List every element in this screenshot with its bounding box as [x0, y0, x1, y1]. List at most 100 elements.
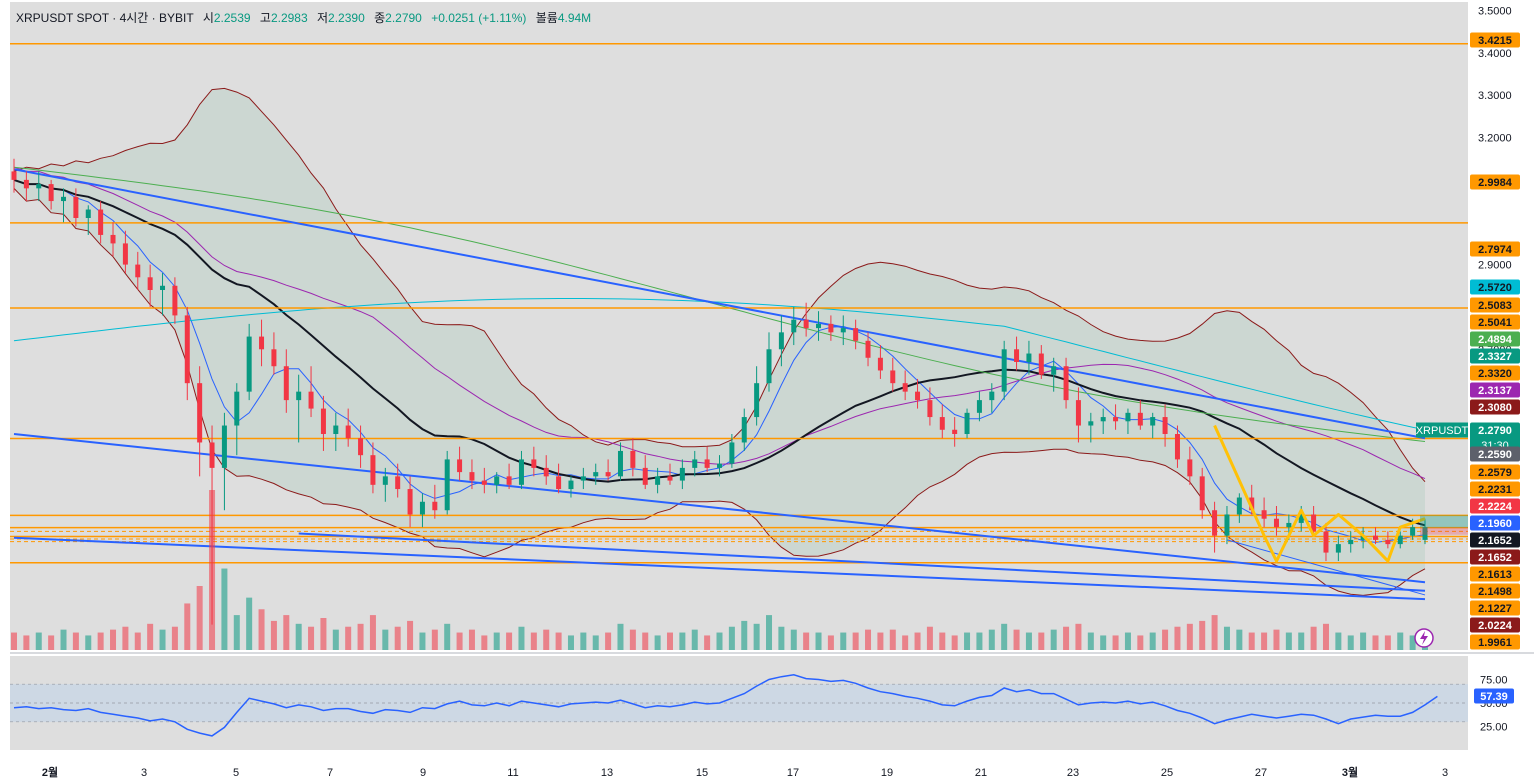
price-label: 2.0224	[1478, 620, 1513, 632]
candle-body	[927, 400, 933, 418]
volume-bar	[345, 626, 352, 650]
volume-bar	[431, 629, 438, 650]
yellow-drawing	[1213, 424, 1426, 563]
candle-body	[1224, 514, 1230, 536]
rsi-line	[13, 674, 1438, 737]
volume-bar	[704, 635, 711, 650]
trendline-middle	[13, 433, 1426, 584]
price-label: 2.1498	[1478, 586, 1512, 598]
candle-body	[283, 366, 289, 401]
symbol-line: XRPUSDT SPOT · 4시간 · BYBIT	[16, 11, 194, 25]
candle-body	[1397, 535, 1403, 545]
candle-body	[605, 472, 611, 477]
volume-bar	[468, 629, 475, 650]
volume-bar	[407, 620, 414, 650]
candle-body	[518, 459, 524, 485]
volume-bar	[555, 632, 562, 650]
price-label-box	[1470, 566, 1520, 582]
volume-bar	[1236, 629, 1243, 650]
candle-body	[395, 476, 401, 490]
price-axis-tick: 3.5000	[1478, 5, 1512, 17]
candle-body	[1125, 412, 1131, 422]
volume-bar	[840, 632, 847, 650]
trendline-channel-bottom	[298, 532, 1426, 592]
volume-bar	[741, 620, 748, 650]
trendline-thin	[1226, 539, 1426, 596]
volume-bar	[914, 632, 921, 650]
volume-bar	[889, 629, 896, 650]
candle-body	[704, 459, 710, 468]
x-axis-tick: 17	[787, 767, 799, 779]
volume-bar	[159, 629, 166, 650]
price-label-box	[1470, 583, 1520, 599]
price-label: 2.1652	[1478, 552, 1512, 564]
volume-label: 볼륨	[535, 11, 558, 25]
x-axis-tick: 5	[233, 767, 239, 779]
candle-body	[407, 489, 413, 515]
volume-bar	[1199, 620, 1206, 650]
volume-bar	[419, 632, 426, 650]
candle-body	[382, 476, 388, 485]
price-label: 2.2231	[1478, 484, 1512, 496]
candle-body	[568, 480, 574, 490]
high-label: 고	[259, 11, 271, 25]
price-label: 2.5083	[1478, 300, 1512, 312]
volume-bar	[456, 632, 463, 650]
candle-body	[506, 476, 512, 485]
open-value: 2.2539	[213, 11, 251, 25]
volume-bar	[1248, 632, 1255, 650]
candle-body	[184, 315, 190, 384]
close-value: 2.2790	[385, 11, 422, 25]
price-label: 2.1613	[1478, 569, 1512, 581]
candle-body	[221, 425, 227, 468]
candle-body	[1236, 497, 1242, 515]
x-axis-tick: 2월	[42, 765, 58, 779]
volume-bar	[951, 635, 958, 650]
candle-body	[1001, 349, 1007, 392]
candle-body	[209, 442, 215, 468]
volume-bar	[1001, 623, 1008, 650]
volume-bar	[1211, 615, 1218, 650]
price-label-box	[1470, 279, 1520, 295]
price-label: 2.3327	[1478, 351, 1512, 363]
volume-bar	[691, 629, 698, 650]
candle-body	[494, 476, 500, 485]
volume-bar	[493, 632, 500, 650]
volume-bar	[865, 629, 872, 650]
volume-bar	[877, 632, 884, 650]
volume-bar	[506, 632, 513, 650]
volume-bar	[778, 626, 785, 650]
rsi-axis-tick: 25.00	[1480, 722, 1508, 734]
candle-body	[1249, 497, 1255, 511]
volume-bar	[1261, 632, 1268, 650]
x-axis-tick: 7	[327, 767, 333, 779]
volume-bar	[320, 618, 327, 650]
price-label: 2.2590	[1478, 449, 1512, 461]
volume-bar	[1149, 632, 1156, 650]
close-label: 종	[374, 11, 386, 25]
candle-body	[48, 184, 54, 202]
candle-body	[345, 425, 351, 439]
candle-body	[717, 463, 722, 468]
x-axis-tick: 27	[1255, 767, 1267, 779]
candle-body	[197, 383, 203, 443]
price-label-box	[1470, 331, 1520, 347]
candle-body	[1100, 417, 1106, 422]
candle-body	[1410, 527, 1416, 536]
candle-body	[358, 438, 364, 456]
candle-body	[778, 332, 784, 350]
candle-body	[147, 277, 153, 290]
candle-body	[296, 391, 302, 401]
candle-body	[1150, 417, 1156, 426]
volume-bar	[246, 597, 253, 650]
price-label-box	[1470, 241, 1520, 257]
price-label: 2.1960	[1478, 518, 1512, 530]
volume-bar	[1397, 632, 1404, 650]
trendline-lower	[13, 536, 1426, 601]
candle-body	[1113, 417, 1119, 422]
volume-bar	[60, 629, 67, 650]
ma-cyan	[13, 298, 1426, 431]
volume-bar	[753, 623, 760, 650]
price-label-box	[1470, 600, 1520, 616]
